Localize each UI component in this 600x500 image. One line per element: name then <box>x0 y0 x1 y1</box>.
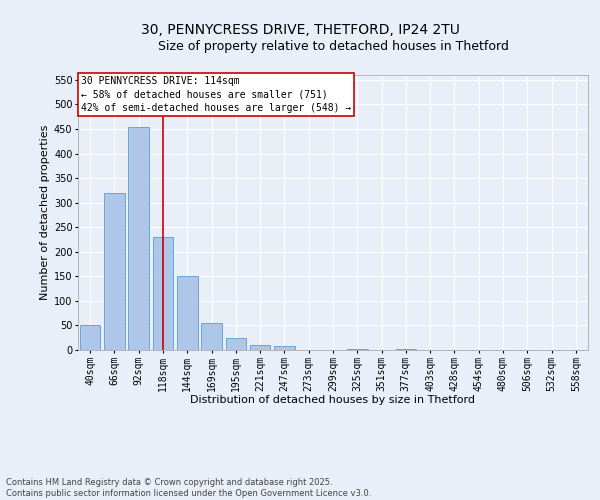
Bar <box>104 193 125 350</box>
Bar <box>274 346 295 350</box>
Bar <box>128 126 149 350</box>
Y-axis label: Number of detached properties: Number of detached properties <box>40 125 50 300</box>
Bar <box>347 348 368 350</box>
Bar <box>80 326 100 350</box>
Bar <box>201 323 222 350</box>
Bar <box>177 276 197 350</box>
Text: 30, PENNYCRESS DRIVE, THETFORD, IP24 2TU: 30, PENNYCRESS DRIVE, THETFORD, IP24 2TU <box>140 22 460 36</box>
Text: Contains HM Land Registry data © Crown copyright and database right 2025.
Contai: Contains HM Land Registry data © Crown c… <box>6 478 371 498</box>
Bar <box>250 345 271 350</box>
Text: 30 PENNYCRESS DRIVE: 114sqm
← 58% of detached houses are smaller (751)
42% of se: 30 PENNYCRESS DRIVE: 114sqm ← 58% of det… <box>80 76 351 113</box>
X-axis label: Distribution of detached houses by size in Thetford: Distribution of detached houses by size … <box>191 395 476 405</box>
Bar <box>152 237 173 350</box>
Bar <box>395 349 416 350</box>
Title: Size of property relative to detached houses in Thetford: Size of property relative to detached ho… <box>158 40 508 53</box>
Bar <box>226 338 246 350</box>
